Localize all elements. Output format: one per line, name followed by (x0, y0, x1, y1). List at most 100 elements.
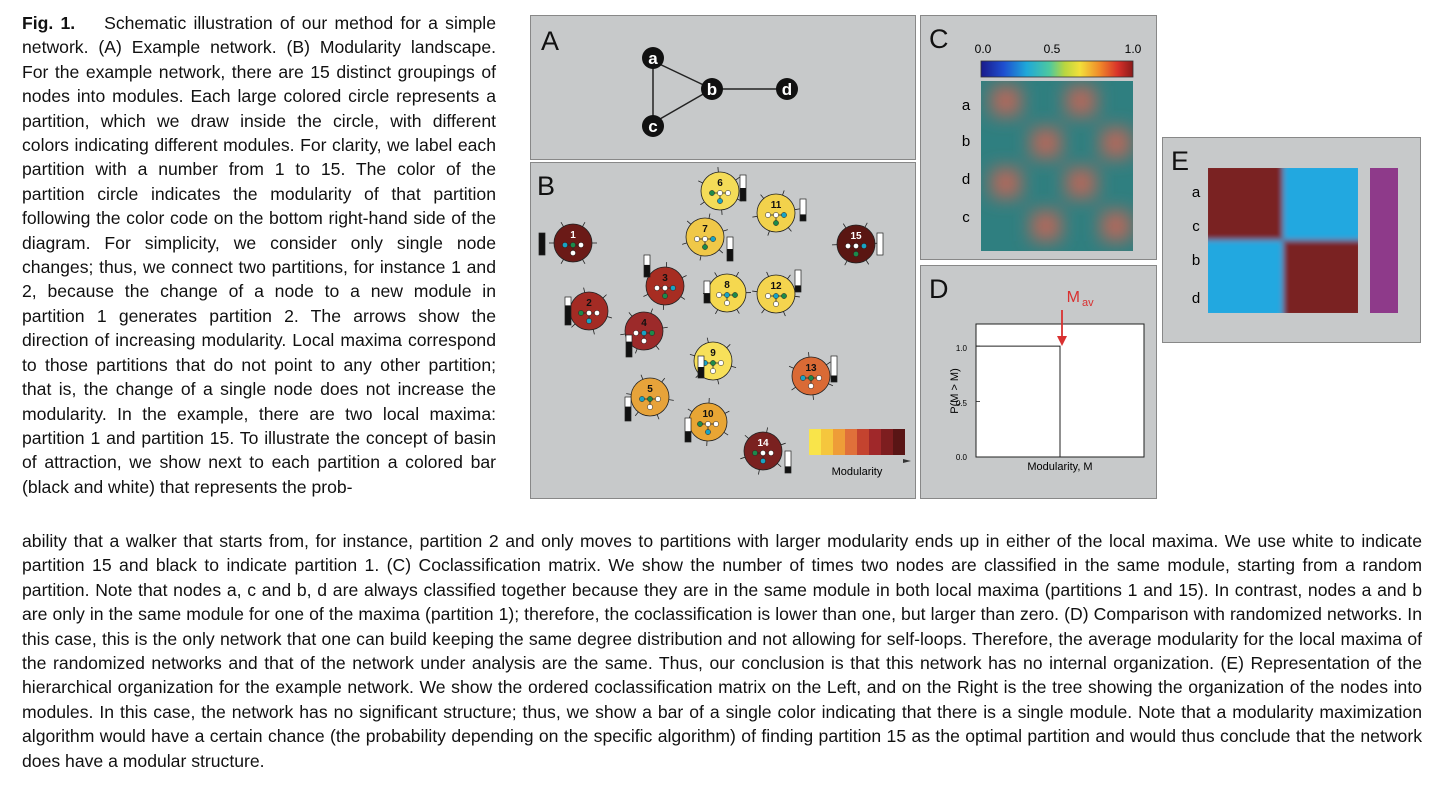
matrix-cells (981, 81, 1133, 251)
partition-label-13: 13 (805, 363, 817, 374)
randomized-comparison-plot: M av 1.0 0.5 0.0 Modularity, M P(M > M) (949, 289, 1145, 473)
node-c-label: c (648, 117, 657, 136)
panel-b: B 1 2 3 4 5 6 7 8 9 10 11 12 13 14 15 Modularity (530, 162, 916, 499)
y-axis-label: P(M > M) (949, 368, 961, 414)
partition-label-12: 12 (770, 281, 782, 292)
mav-arrow-head-icon (1057, 336, 1067, 346)
panel-d-letter: D (929, 274, 949, 304)
figure-label: Fig. 1. (22, 13, 76, 33)
e-row-label-a: a (1192, 184, 1201, 201)
legend-swatch-7 (893, 429, 905, 455)
partition-5: 5 (624, 374, 674, 422)
basin-bar-3 (643, 254, 651, 278)
partition-label-15: 15 (850, 231, 862, 242)
legend-label: Modularity (832, 466, 883, 478)
caption-bottom-text: ability that a walker that starts from, … (22, 531, 1422, 771)
coclassification-matrix: 0.0 0.5 1.0 a b d c (962, 42, 1142, 251)
caption-top: Fig. 1. Schematic illustration of our me… (22, 11, 496, 499)
ytick-1: 1.0 (956, 344, 968, 353)
legend-swatch-0 (809, 429, 821, 455)
panel-e: E a c b d (1162, 137, 1421, 343)
partition-9: 9 (689, 337, 737, 385)
panel-c-letter: C (929, 24, 949, 54)
mav-label: M (1067, 289, 1080, 306)
partition-label-5: 5 (647, 384, 653, 395)
legend-swatch-5 (869, 429, 881, 455)
row-label-a: a (962, 97, 971, 114)
partition-2: 2 (564, 287, 613, 335)
partition-label-8: 8 (724, 280, 730, 291)
colorbar (980, 60, 1134, 78)
node-b: b (701, 78, 723, 100)
x-axis-label: Modularity, M (1027, 461, 1092, 473)
basin-bar-12 (794, 269, 802, 293)
legend-swatch-2 (833, 429, 845, 455)
legend-swatch-1 (821, 429, 833, 455)
partition-14: 14 (740, 427, 792, 475)
partition-7: 7 (682, 213, 734, 262)
row-label-d: d (962, 171, 970, 188)
example-network: a b c d (642, 47, 798, 137)
partition-6: 6 (698, 167, 747, 215)
e-row-label-d: d (1192, 290, 1200, 307)
panel-d: D M av 1.0 0.5 0.0 Modularity, M P(M > M… (920, 265, 1157, 499)
basin-bar-5 (624, 396, 632, 422)
partition-label-7: 7 (702, 224, 708, 235)
scale-tick-2: 1.0 (1125, 42, 1142, 56)
basin-bar-2 (564, 296, 572, 326)
panel-e-letter: E (1171, 146, 1190, 176)
partition-label-14: 14 (757, 438, 769, 449)
modularity-legend (809, 429, 905, 455)
basin-bar-15 (876, 232, 884, 256)
basin-bar-6 (739, 174, 747, 202)
partition-label-6: 6 (717, 178, 723, 189)
partition-13: 13 (788, 352, 838, 400)
basin-bar-10 (684, 417, 692, 443)
e-row-label-c: c (1192, 218, 1200, 235)
panel-a-letter: A (541, 26, 560, 56)
partition-11: 11 (752, 190, 807, 236)
basin-bar-1 (538, 232, 546, 256)
basin-bar-14 (784, 450, 792, 474)
ytick-05: 0.5 (956, 399, 968, 408)
partition-15: 15 (832, 222, 884, 266)
partition-12: 12 (752, 269, 802, 317)
single-module-bar (1370, 168, 1398, 313)
row-label-b: b (962, 133, 970, 150)
basin-bar-13 (830, 355, 838, 383)
node-a: a (642, 47, 664, 69)
caption-top-text: Schematic illustration of our method for… (22, 13, 496, 497)
basin-bar-8 (703, 280, 711, 304)
row-label-c: c (962, 209, 970, 226)
partition-label-1: 1 (570, 230, 576, 241)
scale-tick-1: 0.5 (1044, 42, 1061, 56)
partition-label-10: 10 (702, 409, 714, 420)
panel-c: C 0.0 0.5 1.0 (920, 15, 1157, 260)
ytick-0: 0.0 (956, 453, 968, 462)
legend-arrow-icon (903, 459, 911, 463)
node-a-label: a (648, 49, 658, 68)
basin-bar-7 (726, 236, 734, 262)
panel-a: A a b c d (530, 15, 916, 160)
node-d: d (776, 78, 798, 100)
partition-3: 3 (643, 254, 687, 310)
partition-10: 10 (684, 398, 730, 446)
node-c: c (642, 115, 664, 137)
mav-subscript: av (1082, 297, 1094, 309)
cumulative-step-line (976, 345, 1061, 457)
legend-swatch-6 (881, 429, 893, 455)
partition-label-11: 11 (771, 200, 782, 211)
legend-swatch-3 (845, 429, 857, 455)
node-b-label: b (707, 80, 717, 99)
scale-tick-0: 0.0 (975, 42, 992, 56)
hierarchical-organization: a c b d (1192, 168, 1398, 313)
partition-1: 1 (538, 222, 597, 264)
legend-swatch-4 (857, 429, 869, 455)
partition-label-2: 2 (586, 298, 592, 309)
basin-bar-9 (697, 355, 705, 379)
panel-b-letter: B (537, 171, 556, 201)
caption-bottom: ability that a walker that starts from, … (22, 529, 1422, 773)
basin-bar-4 (625, 334, 633, 358)
basin-bar-11 (799, 198, 807, 222)
